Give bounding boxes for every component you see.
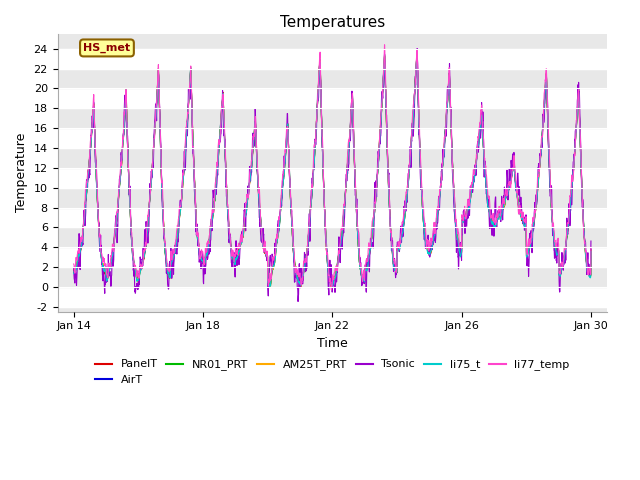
PanelT: [328, 285, 336, 290]
Tsonic: [587, 256, 595, 262]
AirT: [525, 248, 532, 254]
Bar: [58, 247, 607, 267]
Bar: [58, 188, 607, 207]
Y-axis label: Temperature: Temperature: [15, 133, 28, 213]
Line: Tsonic: Tsonic: [74, 48, 591, 301]
Legend: PanelT, AirT, NR01_PRT, AM25T_PRT, Tsonic, li75_t, li77_temp: PanelT, AirT, NR01_PRT, AM25T_PRT, Tsoni…: [91, 355, 574, 389]
li75_t: [587, 249, 595, 254]
NR01_PRT: [361, 280, 369, 286]
li77_temp: [361, 277, 369, 283]
AirT: [328, 284, 336, 289]
NR01_PRT: [458, 217, 466, 223]
NR01_PRT: [306, 213, 314, 218]
Bar: [58, 128, 607, 148]
PanelT: [306, 219, 314, 225]
PanelT: [525, 249, 532, 254]
PanelT: [587, 247, 595, 253]
X-axis label: Time: Time: [317, 337, 348, 350]
Bar: [58, 108, 607, 128]
li77_temp: [70, 261, 77, 267]
Bar: [58, 207, 607, 228]
li75_t: [540, 114, 547, 120]
NR01_PRT: [381, 53, 388, 59]
NR01_PRT: [266, 284, 274, 289]
PanelT: [458, 219, 466, 225]
AirT: [587, 246, 595, 252]
Line: li75_t: li75_t: [74, 54, 591, 287]
PanelT: [587, 273, 595, 278]
Tsonic: [361, 279, 369, 285]
NR01_PRT: [587, 247, 595, 253]
Text: HS_met: HS_met: [83, 43, 131, 53]
AM25T_PRT: [587, 247, 595, 253]
AM25T_PRT: [361, 279, 369, 285]
li77_temp: [540, 108, 547, 114]
Line: PanelT: PanelT: [74, 56, 591, 288]
Tsonic: [294, 299, 302, 304]
Title: Temperatures: Temperatures: [280, 15, 385, 30]
Line: AirT: AirT: [74, 53, 591, 287]
Bar: [58, 168, 607, 188]
li77_temp: [587, 271, 595, 276]
li77_temp: [587, 244, 595, 250]
NR01_PRT: [70, 268, 77, 274]
AM25T_PRT: [540, 114, 547, 120]
li75_t: [266, 284, 273, 290]
li75_t: [458, 218, 466, 224]
AM25T_PRT: [413, 51, 420, 57]
Tsonic: [70, 264, 77, 270]
PanelT: [413, 53, 420, 59]
AirT: [540, 114, 547, 120]
li77_temp: [525, 236, 532, 242]
Tsonic: [458, 228, 466, 234]
AirT: [413, 50, 420, 56]
AirT: [70, 269, 77, 275]
PanelT: [361, 280, 369, 286]
Line: li77_temp: li77_temp: [74, 45, 591, 290]
Line: AM25T_PRT: AM25T_PRT: [74, 54, 591, 287]
li77_temp: [458, 214, 466, 220]
Tsonic: [587, 238, 595, 244]
NR01_PRT: [525, 247, 532, 252]
Bar: [58, 267, 607, 287]
Tsonic: [306, 239, 314, 244]
PanelT: [70, 269, 77, 275]
li77_temp: [381, 42, 388, 48]
AirT: [306, 218, 314, 224]
NR01_PRT: [587, 273, 595, 278]
AM25T_PRT: [306, 215, 314, 221]
li77_temp: [306, 215, 314, 220]
Line: NR01_PRT: NR01_PRT: [74, 56, 591, 287]
AirT: [458, 219, 466, 225]
AM25T_PRT: [587, 272, 595, 278]
Tsonic: [413, 46, 421, 51]
Bar: [58, 148, 607, 168]
li75_t: [70, 271, 77, 276]
AM25T_PRT: [70, 269, 77, 275]
li77_temp: [328, 287, 335, 293]
AM25T_PRT: [458, 219, 466, 225]
li75_t: [306, 216, 314, 221]
NR01_PRT: [540, 111, 547, 117]
Bar: [58, 228, 607, 247]
Tsonic: [540, 111, 547, 117]
li75_t: [525, 248, 532, 254]
Bar: [58, 88, 607, 108]
li75_t: [587, 274, 595, 280]
AM25T_PRT: [525, 248, 532, 254]
Bar: [58, 287, 607, 307]
Tsonic: [525, 274, 532, 279]
li75_t: [361, 279, 369, 285]
AM25T_PRT: [266, 284, 273, 290]
AirT: [587, 272, 595, 277]
li75_t: [413, 51, 420, 57]
AirT: [361, 279, 369, 285]
Bar: [58, 49, 607, 69]
PanelT: [540, 114, 547, 120]
Bar: [58, 69, 607, 88]
